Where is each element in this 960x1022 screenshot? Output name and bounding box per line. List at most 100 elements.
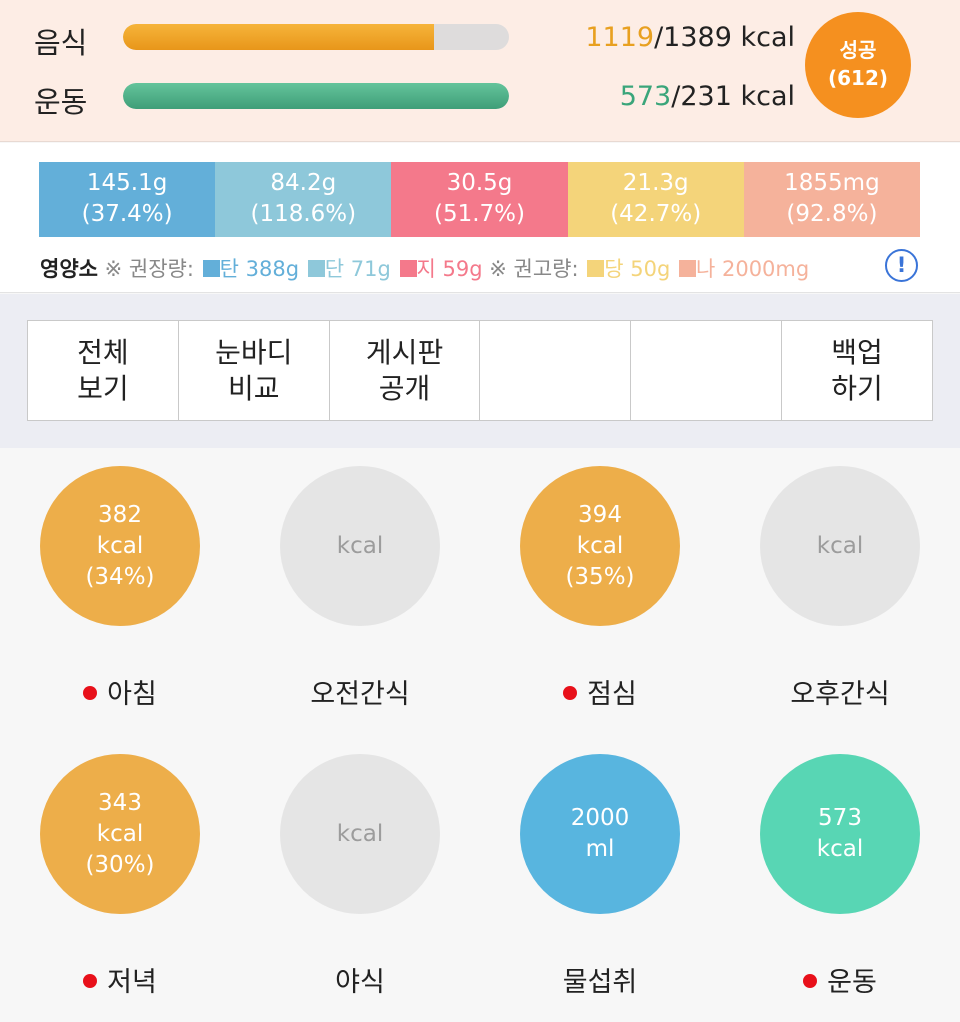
meal-name: 운동 [827, 967, 877, 998]
meal-name: 야식 [335, 967, 385, 998]
meal-circle: kcal [280, 754, 440, 914]
meal-percent: (30%) [85, 851, 155, 878]
recorded-dot [563, 686, 578, 700]
menu-empty-cell [480, 321, 632, 420]
nutrient-box-sodium: 1855mg (92.8%) [743, 162, 921, 237]
meal-unit: kcal [576, 532, 624, 559]
food-progress-fill [123, 24, 435, 50]
sodium-percent: (92.8%) [786, 201, 878, 227]
exercise-row: 운동 573/231 kcal [0, 77, 960, 119]
success-badge[interactable]: 성공 (612) [805, 12, 911, 118]
sugar-percent: (42.7%) [610, 201, 702, 227]
meal-label: 점심 [480, 672, 720, 711]
meal-afternoon-snack[interactable]: kcal 오후간식 [720, 448, 960, 728]
meal-percent: (34%) [85, 563, 155, 590]
carb-swatch [202, 260, 220, 277]
meal-circle: 343 kcal (30%) [40, 754, 200, 914]
exercise-value: 573 [818, 805, 862, 831]
nutrient-box-protein: 84.2g (118.6%) [215, 162, 392, 237]
meal-dinner[interactable]: 343 kcal (30%) 저녁 [0, 736, 240, 1016]
food-unit: kcal [740, 22, 795, 53]
success-badge-label: 성공 [839, 38, 877, 62]
nutrient-boxes: 145.1g (37.4%) 84.2g (118.6%) 30.5g (51.… [39, 162, 921, 237]
meal-value: 382 [98, 501, 142, 528]
meal-value: 394 [578, 501, 622, 528]
meal-label: 야식 [240, 960, 480, 999]
nutrient-legend-title: 영양소 [40, 257, 98, 281]
exercise-unit: kcal [816, 836, 864, 862]
food-progress-bar [123, 24, 509, 50]
meal-name: 점심 [587, 679, 637, 710]
meal-value: 343 [98, 789, 142, 816]
exercise-label: 운동 [34, 85, 88, 119]
limit-label: ※ 권고량: [482, 257, 586, 281]
sugar-swatch [587, 260, 605, 277]
backup-button[interactable]: 백업 하기 [831, 336, 883, 405]
meal-label: 물섭취 [480, 960, 720, 999]
meal-unit: kcal [96, 532, 144, 559]
carb-amount: 145.1g [86, 170, 168, 196]
meal-name: 물섭취 [562, 967, 638, 998]
nutrient-box-sugar: 21.3g (42.7%) [567, 162, 744, 237]
food-goal: /1389 [654, 22, 732, 53]
meal-label: 오전간식 [240, 672, 480, 711]
protein-recommended: 단 71g [324, 257, 391, 281]
nutrient-box-carb: 145.1g (37.4%) [39, 162, 216, 237]
meal-unit: kcal [96, 820, 144, 847]
exercise-progress-bar [123, 83, 509, 109]
protein-percent: (118.6%) [250, 201, 357, 227]
meal-late-snack[interactable]: kcal 야식 [240, 736, 480, 1016]
sugar-limit: 당 50g [604, 257, 671, 281]
success-badge-value: (612) [827, 66, 889, 90]
exercise-entry[interactable]: 573 kcal 운동 [720, 736, 960, 1016]
fat-swatch [399, 260, 417, 277]
water-value: 2000 [570, 805, 630, 831]
meal-lunch[interactable]: 394 kcal (35%) 점심 [480, 448, 720, 728]
protein-swatch [307, 260, 325, 277]
meal-circle: kcal [280, 466, 440, 626]
carb-percent: (37.4%) [81, 201, 173, 227]
nutrient-box-fat: 30.5g (51.7%) [391, 162, 568, 237]
fat-recommended: 지 59g [416, 257, 483, 281]
meal-name: 아침 [107, 679, 157, 710]
exercise-goal: /231 [671, 81, 732, 112]
view-all-button[interactable]: 전체 보기 [28, 321, 179, 420]
meal-circle: 394 kcal (35%) [520, 466, 680, 626]
recorded-dot [83, 686, 98, 700]
food-current: 1119 [585, 22, 655, 53]
meal-unit: kcal [336, 532, 384, 559]
water-intake[interactable]: 2000 ml 물섭취 [480, 736, 720, 1016]
exercise-calories: 573/231 kcal [620, 81, 795, 112]
meals-grid: 382 kcal (34%) 아침 kcal 오전간식 394 kcal (35… [0, 448, 960, 1022]
exercise-circle: 573 kcal [760, 754, 920, 914]
fat-amount: 30.5g [446, 170, 513, 196]
meal-name: 저녁 [107, 967, 157, 998]
food-row: 음식 1119/1389 kcal [0, 18, 960, 60]
water-unit: ml [585, 836, 615, 862]
meal-label: 오후간식 [720, 672, 960, 711]
exercise-progress-fill [123, 83, 509, 109]
meal-label: 저녁 [0, 960, 240, 999]
meal-circle: 382 kcal (34%) [40, 466, 200, 626]
exercise-current: 573 [619, 81, 672, 112]
meal-circle: kcal [760, 466, 920, 626]
menu-grid: 전체 보기 눈바디 비교 게시판 공개 백업 하기 [27, 320, 933, 421]
protein-amount: 84.2g [270, 170, 337, 196]
food-calories: 1119/1389 kcal [585, 22, 795, 53]
info-circle-icon[interactable]: ! [885, 249, 918, 282]
meal-breakfast[interactable]: 382 kcal (34%) 아침 [0, 448, 240, 728]
water-circle: 2000 ml [520, 754, 680, 914]
meal-morning-snack[interactable]: kcal 오전간식 [240, 448, 480, 728]
meal-unit: kcal [816, 532, 864, 559]
sodium-swatch [678, 260, 696, 277]
meal-name: 오후간식 [790, 679, 890, 710]
board-publish-button[interactable]: 게시판 공개 [330, 321, 481, 420]
meal-label: 아침 [0, 672, 240, 711]
carb-recommended: 탄 388g [219, 257, 300, 281]
calorie-summary: 음식 1119/1389 kcal 운동 573/231 kcal 성공 (61… [0, 0, 960, 142]
sodium-amount: 1855mg [784, 170, 880, 196]
meal-label: 운동 [720, 960, 960, 999]
body-compare-button[interactable]: 눈바디 비교 [179, 321, 330, 420]
exercise-unit: kcal [740, 81, 795, 112]
nutrient-legend: 영양소 ※ 권장량: 탄 388g 단 71g 지 59g ※ 권고량: 당 5… [40, 253, 809, 283]
